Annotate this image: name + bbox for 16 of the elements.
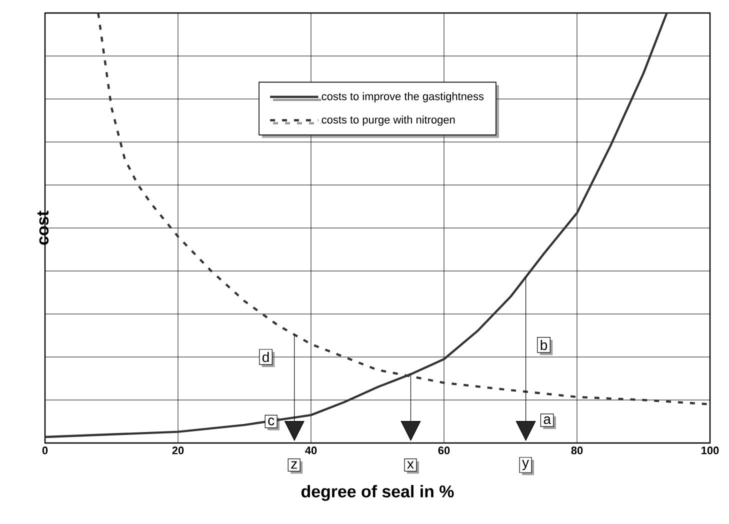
annotation: c: [268, 418, 274, 426]
x-tick-label: 40: [305, 446, 317, 454]
x-tick-label: 60: [438, 446, 450, 454]
x-tick-label: 100: [702, 446, 719, 454]
annotation: a: [544, 416, 551, 424]
x-tick-label: 20: [172, 446, 184, 454]
legend-label: costs to purge with nitrogen: [322, 116, 455, 126]
ref-line-label: z: [291, 461, 297, 469]
legend-label: costs to improve the gastightness: [322, 92, 484, 102]
x-tick-label: 80: [571, 446, 583, 454]
ref-line-label: x: [407, 461, 414, 469]
ref-line-label: y: [522, 460, 529, 470]
annotation: b: [540, 340, 548, 350]
annotation: d: [262, 352, 269, 362]
x-tick-label: 0: [42, 446, 48, 454]
x-axis-title: degree of seal in %: [301, 485, 454, 501]
